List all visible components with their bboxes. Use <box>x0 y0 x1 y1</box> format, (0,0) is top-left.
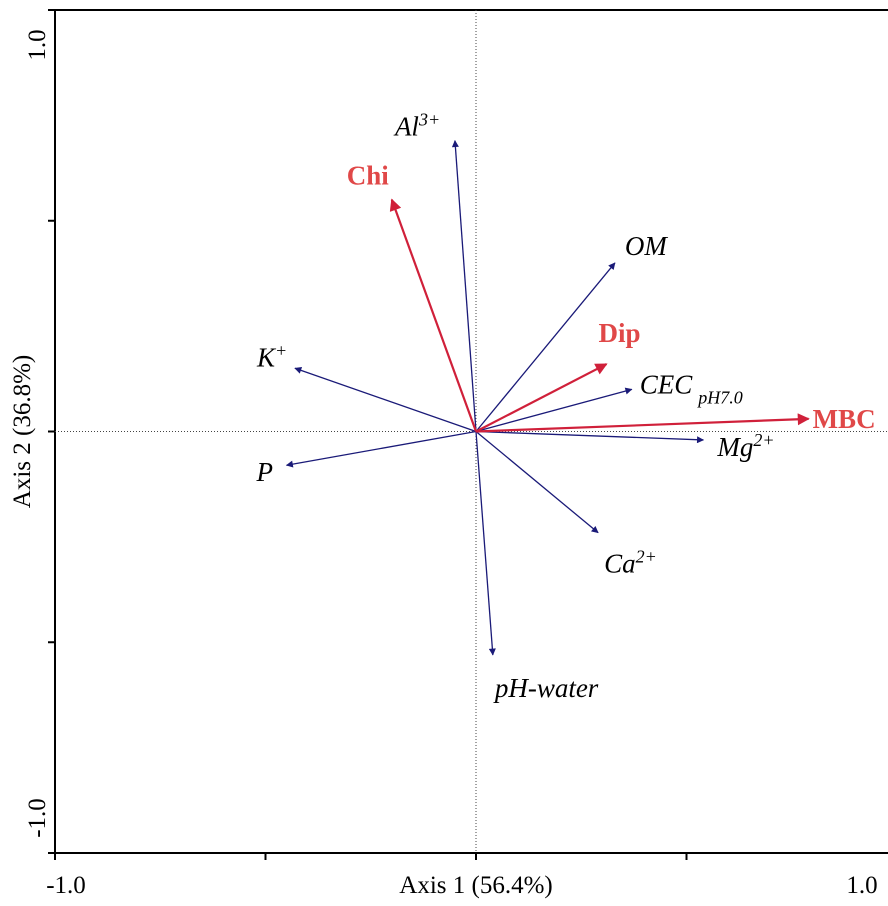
y-tick-label: -1.0 <box>24 798 51 838</box>
vector-label-mg: Mg2+ <box>716 430 774 462</box>
species-vector-mbc <box>475 413 810 433</box>
vector-label-cec: CEC pH7.0 <box>640 369 743 407</box>
species-label-mbc: MBC <box>813 404 876 434</box>
vector-p <box>285 430 477 468</box>
vector-k <box>294 367 477 433</box>
vector-label-ph-water: pH-water <box>493 673 599 703</box>
x-tick-label: 1.0 <box>846 872 877 899</box>
vector-cec <box>475 387 633 433</box>
species-label-dip: Dip <box>599 318 641 348</box>
vector-mg <box>475 430 705 444</box>
species-vector-dip <box>475 363 608 433</box>
x-tick-label: -1.0 <box>46 872 86 899</box>
environmental-vectors: Al3+ OM CEC pH7.0 K+ P Mg2+ Ca2+ pH-water <box>256 110 775 703</box>
vector-label-al: Al3+ <box>393 110 440 142</box>
vector-label-k: K+ <box>256 340 287 372</box>
vector-label-p: P <box>256 457 274 487</box>
vector-label-ca: Ca2+ <box>604 547 657 579</box>
x-axis-title: Axis 1 (56.4%) <box>399 872 552 899</box>
vector-ph-water <box>475 431 496 656</box>
species-vector-chi <box>389 198 478 432</box>
vector-om <box>475 262 616 432</box>
vector-ca <box>475 430 599 534</box>
tick-labels: -1.0 1.0 1.0 -1.0 <box>24 29 878 899</box>
axis-ticks <box>48 9 688 860</box>
species-label-chi: Chi <box>347 161 390 191</box>
vector-al <box>451 139 477 432</box>
vector-label-om: OM <box>625 231 668 261</box>
y-axis-title: Axis 2 (36.8%) <box>9 355 36 508</box>
zero-guides <box>55 10 888 853</box>
y-tick-label: 1.0 <box>24 29 51 60</box>
species-vectors: Chi Dip MBC <box>347 161 876 434</box>
